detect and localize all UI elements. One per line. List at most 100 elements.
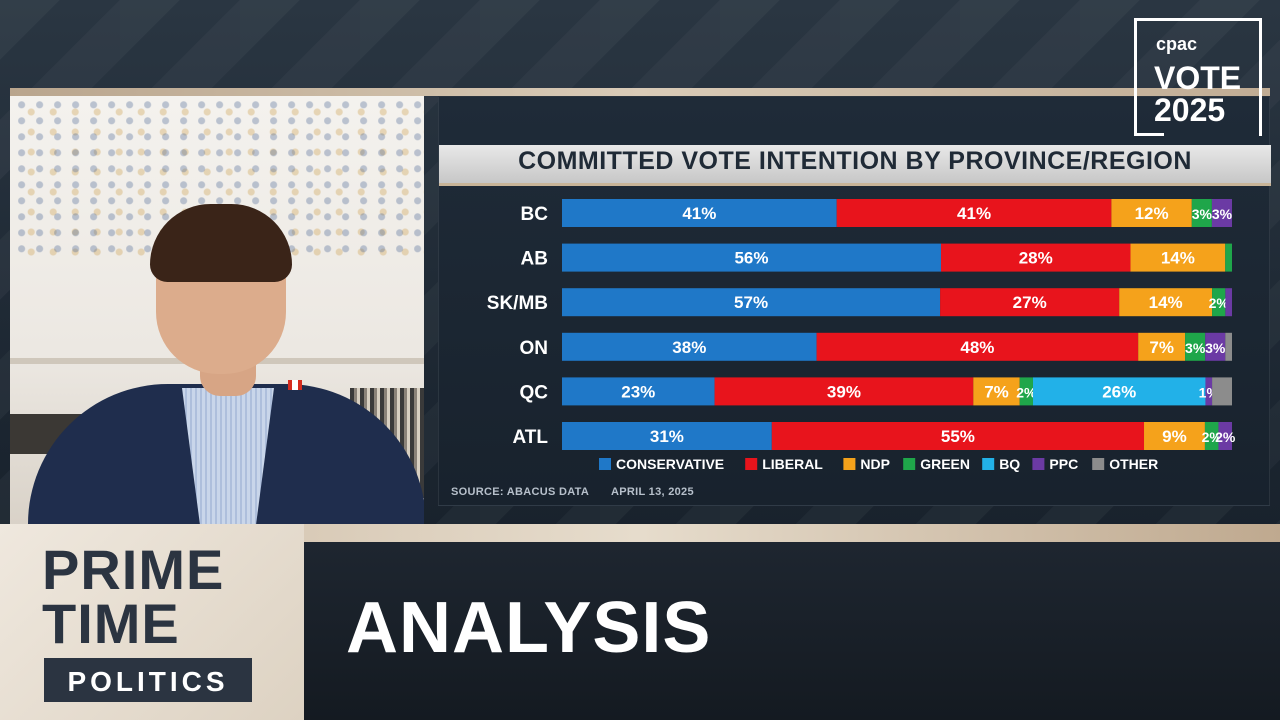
bar-segment-green	[1019, 377, 1033, 406]
data-label: 56%	[734, 249, 768, 268]
category-label: AB	[521, 249, 548, 270]
data-label: 27%	[1013, 293, 1047, 312]
bar-segment-liberal	[771, 422, 1145, 450]
legend-label-ppc: PPC	[1049, 456, 1078, 472]
bar-segment-conservative	[562, 332, 817, 361]
bar-segment-ndp	[1130, 243, 1226, 272]
logo-network: cpac	[1156, 34, 1198, 54]
data-label: 9%	[1162, 427, 1187, 446]
data-label: 14%	[1161, 249, 1195, 268]
data-label: 14%	[1149, 293, 1183, 312]
bar-segment-green	[1185, 332, 1206, 361]
bar-segment-liberal	[940, 288, 1120, 317]
data-label: 41%	[682, 204, 716, 223]
legend-label-green: GREEN	[920, 456, 970, 472]
show-logo-line1: PRIME	[42, 538, 225, 601]
data-label: 48%	[960, 338, 994, 357]
bar-segment-ndp	[1138, 332, 1186, 361]
bar-segment-ndp	[1119, 288, 1213, 317]
data-label: 2%	[1209, 295, 1230, 311]
guest-hair	[150, 204, 292, 282]
data-label: 31%	[650, 427, 684, 446]
chart-title-rule	[439, 183, 1271, 186]
data-label: 7%	[1149, 338, 1174, 357]
legend-label-bq: BQ	[999, 456, 1020, 472]
legend-swatch-ppc	[1032, 458, 1045, 470]
legend-swatch-ndp	[843, 458, 856, 470]
legend-label-other: OTHER	[1109, 456, 1158, 472]
bar-segment-ppc	[1225, 288, 1232, 317]
legend-label-conservative: CONSERVATIVE	[616, 456, 724, 472]
data-label: 23%	[621, 382, 655, 401]
bar-segment-conservative	[562, 199, 837, 227]
data-label: 57%	[734, 293, 768, 312]
legend-label-liberal: LIBERAL	[762, 456, 823, 472]
bar-segment-ndp	[1111, 199, 1192, 227]
bar-segment-conservative	[562, 422, 772, 450]
bar-segment-conservative	[562, 243, 941, 272]
bar-segment-liberal	[714, 377, 974, 406]
logo-line1: VOTE	[1154, 60, 1242, 96]
guest-video-feed	[10, 96, 424, 524]
legend-swatch-bq	[982, 458, 995, 470]
chart-plot: BC 41% 41% 12% 3% 3%AB 56% 28% 14%SK/MB 57% 27% 14%…	[487, 199, 1236, 472]
show-logo-box	[44, 658, 252, 702]
legend-swatch-conservative	[599, 458, 611, 470]
data-label: 41%	[957, 204, 991, 223]
bar-segment-ppc	[1205, 377, 1213, 406]
bar-segment-liberal	[940, 243, 1131, 272]
category-label: ON	[520, 338, 549, 359]
legend-label-ndp: NDP	[860, 456, 890, 472]
data-label: 2%	[1202, 429, 1223, 445]
legend-swatch-other	[1092, 458, 1105, 470]
legend-swatch-liberal	[745, 458, 758, 470]
source-label: SOURCE: ABACUS DATA	[451, 486, 589, 498]
data-label: 2%	[1215, 429, 1236, 445]
bar-segment-liberal	[816, 332, 1139, 361]
logo-line2: 2025	[1154, 92, 1226, 128]
category-label: BC	[521, 204, 549, 225]
bar-segment-green	[1225, 243, 1232, 272]
segment-title: ANALYSIS	[346, 588, 712, 668]
data-label: 3%	[1185, 340, 1206, 356]
data-label: 3%	[1192, 206, 1213, 222]
bar-segment-green	[1212, 288, 1226, 317]
bar-segment-ndp	[1144, 422, 1205, 450]
data-label: 3%	[1205, 340, 1226, 356]
bar-segment-ppc	[1211, 199, 1232, 227]
data-label: 26%	[1102, 382, 1136, 401]
category-label: QC	[520, 382, 549, 403]
show-logo-line2: TIME	[42, 592, 180, 655]
bar-segment-ppc	[1205, 332, 1226, 361]
vote-intention-chart: COMMITTED VOTE INTENTION BY PROVINCE/REG…	[438, 96, 1271, 506]
data-label: 28%	[1019, 249, 1053, 268]
bar-segment-ppc	[1218, 422, 1232, 450]
chart-title: COMMITTED VOTE INTENTION BY PROVINCE/REG…	[518, 147, 1192, 175]
bar-segment-conservative	[562, 377, 715, 406]
bar-segment-green	[1191, 199, 1212, 227]
show-logo: PRIME TIME POLITICS	[0, 524, 304, 720]
guest-shirt	[182, 388, 274, 524]
data-label: 55%	[941, 427, 975, 446]
category-label: ATL	[512, 427, 548, 448]
cpac-vote-2025-logo: cpac VOTE 2025	[1134, 18, 1262, 136]
category-label: SK/MB	[487, 293, 548, 314]
bar-segment-conservative	[562, 288, 941, 317]
flag-pin-icon	[288, 380, 302, 390]
bar-segment-ndp	[973, 377, 1020, 406]
bar-segment-liberal	[836, 199, 1112, 227]
source-date: APRIL 13, 2025	[611, 486, 694, 498]
data-label: 7%	[984, 382, 1009, 401]
data-label: 39%	[827, 382, 861, 401]
bar-segment-green	[1204, 422, 1219, 450]
lower-third-accent	[0, 524, 1280, 542]
segment-banner	[304, 542, 1280, 720]
data-label: 2%	[1016, 384, 1037, 400]
top-accent-rule	[10, 88, 1270, 96]
data-label: 3%	[1212, 206, 1233, 222]
bar-segment-other	[1225, 332, 1232, 361]
bar-segment-other	[1212, 377, 1232, 406]
legend-swatch-green	[903, 458, 916, 470]
bar-segment-bq	[1032, 377, 1206, 406]
data-label: 38%	[672, 338, 706, 357]
